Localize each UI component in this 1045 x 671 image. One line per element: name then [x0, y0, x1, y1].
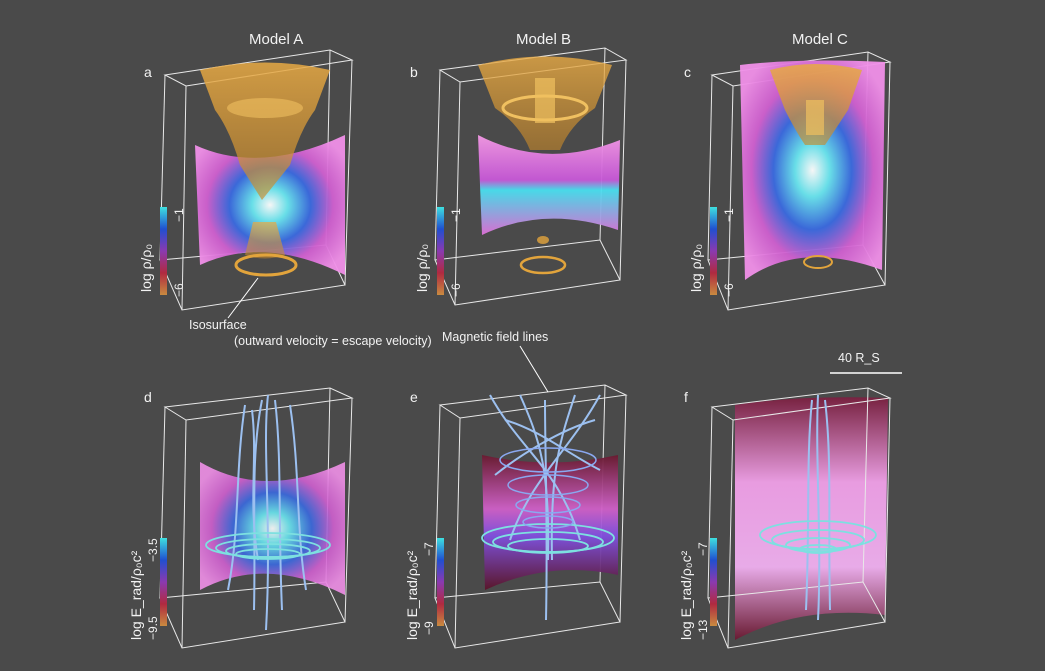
colorbar-b-max: −1: [449, 208, 463, 222]
field-lines: [805, 394, 831, 621]
colorbar-e-max: −7: [422, 542, 436, 556]
colorbar-c: [710, 207, 717, 295]
isosurface-inner: [227, 98, 303, 118]
panel-d-letter: d: [144, 389, 152, 405]
colorbar-a-min: −6: [172, 283, 186, 297]
colorbar-d: [160, 538, 167, 626]
field-line-rings: [481, 523, 615, 554]
isosurface-cone-bottom: [245, 222, 285, 259]
isosurface-core: [806, 100, 824, 135]
colorbar-e: [437, 538, 444, 626]
field-lines-annotation: Magnetic field lines: [442, 330, 549, 344]
panel-d-render: [159, 387, 354, 649]
simulation-box: [707, 387, 892, 649]
colorbar-c-max: −1: [722, 208, 736, 222]
density-disk: [740, 60, 885, 280]
field-line-rings: [759, 520, 877, 554]
field-lines-pointer-line: [519, 345, 549, 393]
panel-c-letter: c: [684, 64, 691, 80]
model-a-title: Model A: [249, 31, 304, 48]
isosurface-annotation-note: (outward velocity = escape velocity): [234, 334, 432, 348]
colorbar-b-label: log ρ/ρ₀: [414, 243, 430, 292]
colorbar-a-label: log ρ/ρ₀: [138, 243, 154, 292]
model-b-title: Model B: [516, 31, 572, 48]
panel-b-letter: b: [410, 64, 418, 80]
panel-c-render: [707, 51, 892, 311]
isosurface-ring: [803, 255, 833, 269]
panel-a-render: [159, 49, 354, 319]
panel-a-letter: a: [144, 64, 152, 80]
isosurface-blob: [537, 236, 549, 244]
colorbar-f-max: −7: [696, 542, 710, 556]
colorbar-d-max: −3.5: [146, 538, 160, 562]
density-disk: [478, 135, 620, 235]
model-c-title: Model C: [792, 31, 848, 48]
simulation-box: [434, 47, 628, 306]
colorbar-f-label: log E_rad/ρ₀c²: [678, 550, 694, 640]
field-lines: [489, 394, 601, 621]
field-line-coils: [499, 447, 597, 529]
isosurface-core: [535, 78, 555, 123]
colorbar-d-min: −9.5: [146, 616, 160, 640]
colorbar-f: [710, 538, 717, 626]
density-disk: [195, 135, 345, 275]
colorbar-c-min: −6: [722, 283, 736, 297]
colorbar-f-min: −13: [696, 619, 710, 640]
isosurface-pointer-line: [227, 277, 259, 319]
colorbar-a-max: −1: [172, 208, 186, 222]
colorbar-e-label: log E_rad/ρ₀c²: [404, 550, 420, 640]
isosurface-annotation-title: Isosurface: [189, 318, 247, 332]
isosurface-cone-top: [200, 62, 330, 200]
colorbar-a: [160, 207, 167, 295]
panel-e-letter: e: [410, 389, 418, 405]
density-disk: [200, 462, 345, 595]
radiation-energy-slab: [735, 397, 888, 640]
panel-b-render: [434, 47, 628, 306]
isosurface-ring: [519, 255, 567, 275]
panel-f-render: [707, 387, 892, 649]
scale-bar-label: 40 R_S: [838, 351, 880, 365]
colorbar-b-min: −6: [449, 283, 463, 297]
isosurface-ring: [234, 253, 298, 277]
panel-f-letter: f: [684, 389, 688, 405]
colorbar-b: [437, 207, 444, 295]
colorbar-e-min: −9: [422, 621, 436, 635]
field-line-rings: [205, 532, 331, 560]
colorbar-d-label: log E_rad/ρ₀c²: [128, 550, 144, 640]
panel-e-render: [434, 345, 628, 649]
colorbar-c-label: log ρ/ρ₀: [688, 243, 704, 292]
